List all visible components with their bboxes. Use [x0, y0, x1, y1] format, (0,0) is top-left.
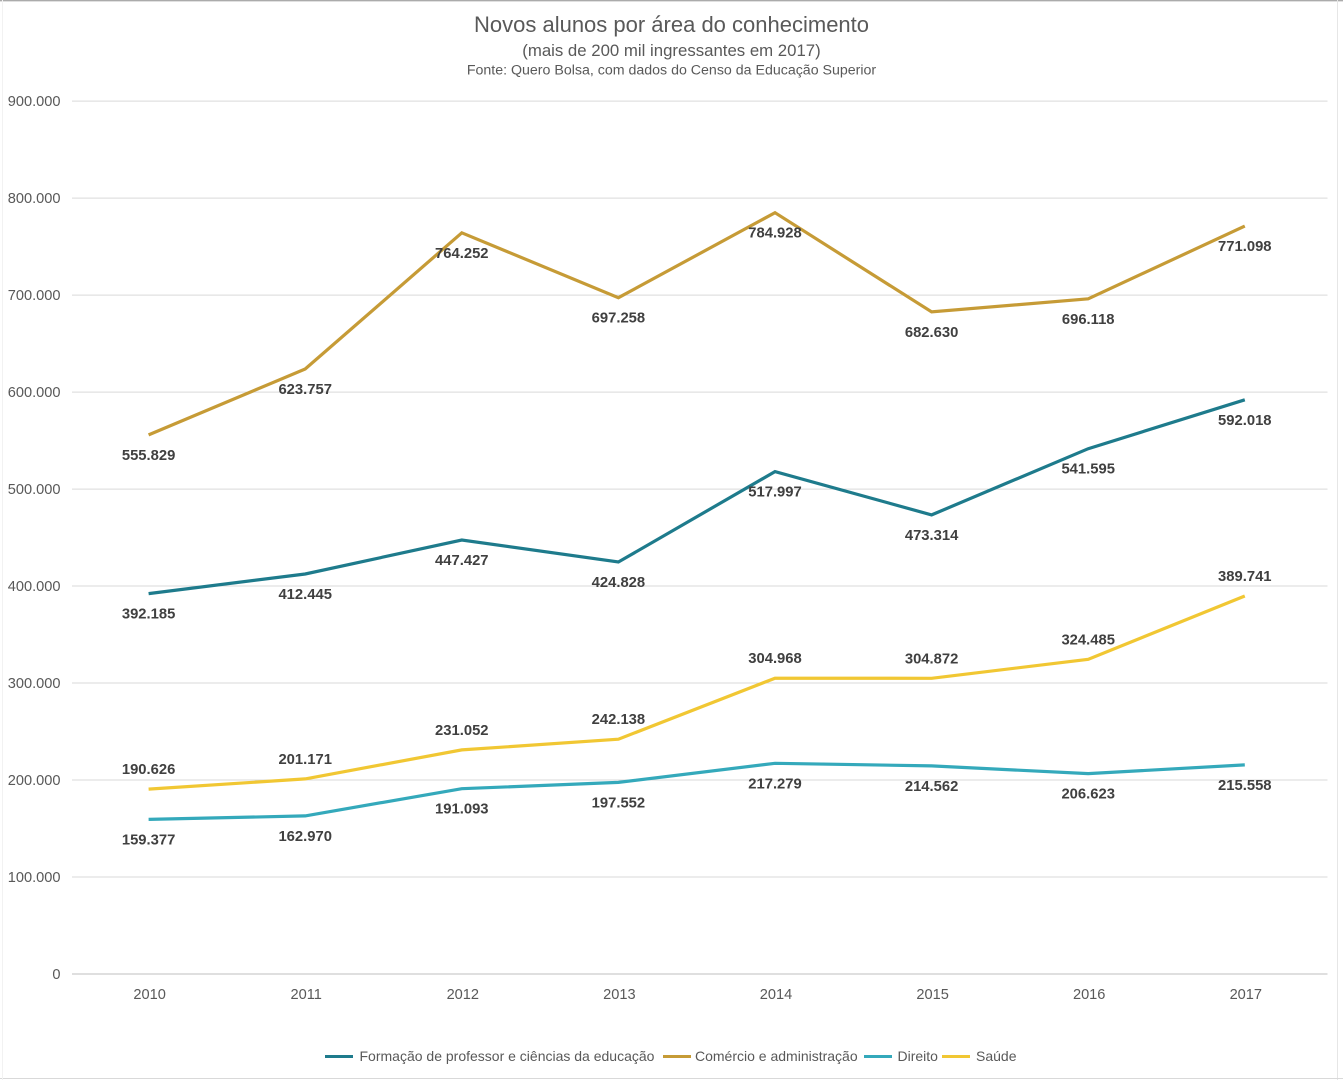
- svg-text:697.258: 697.258: [592, 311, 646, 327]
- svg-text:2017: 2017: [1230, 987, 1262, 1003]
- svg-text:555.829: 555.829: [122, 448, 176, 464]
- svg-text:2016: 2016: [1073, 987, 1105, 1003]
- svg-text:217.279: 217.279: [748, 776, 802, 792]
- svg-text:412.445: 412.445: [278, 587, 332, 603]
- svg-text:541.595: 541.595: [1061, 462, 1115, 478]
- svg-text:Formação de professor e ciênci: Formação de professor e ciências da educ…: [360, 1048, 655, 1064]
- svg-text:324.485: 324.485: [1061, 632, 1115, 648]
- svg-text:392.185: 392.185: [122, 607, 176, 623]
- svg-text:300.000: 300.000: [8, 676, 61, 692]
- svg-text:900.000: 900.000: [8, 94, 61, 110]
- svg-text:197.552: 197.552: [592, 795, 646, 811]
- svg-text:0: 0: [52, 967, 60, 983]
- svg-text:100.000: 100.000: [8, 870, 61, 886]
- svg-text:400.000: 400.000: [8, 579, 61, 595]
- svg-text:200.000: 200.000: [8, 773, 61, 789]
- svg-text:2011: 2011: [291, 987, 322, 1003]
- svg-text:304.872: 304.872: [905, 651, 959, 667]
- svg-text:201.171: 201.171: [278, 752, 332, 768]
- svg-text:2012: 2012: [447, 987, 479, 1003]
- svg-text:(mais de 200 mil ingressantes: (mais de 200 mil ingressantes em 2017): [522, 41, 820, 60]
- svg-text:2013: 2013: [603, 987, 635, 1003]
- svg-text:242.138: 242.138: [592, 712, 646, 728]
- svg-text:700.000: 700.000: [8, 288, 61, 304]
- svg-text:304.968: 304.968: [748, 651, 802, 667]
- svg-text:771.098: 771.098: [1218, 239, 1272, 255]
- svg-text:Fonte: Quero Bolsa, com dados: Fonte: Quero Bolsa, com dados do Censo d…: [467, 63, 877, 79]
- svg-text:215.558: 215.558: [1218, 778, 1272, 794]
- svg-text:600.000: 600.000: [8, 385, 61, 401]
- svg-text:Novos alunos por área do conhe: Novos alunos por área do conhecimento: [474, 12, 869, 37]
- svg-text:764.252: 764.252: [435, 246, 489, 262]
- svg-text:424.828: 424.828: [592, 575, 646, 591]
- svg-text:2015: 2015: [916, 987, 948, 1003]
- svg-text:682.630: 682.630: [905, 325, 959, 341]
- svg-text:500.000: 500.000: [8, 482, 61, 498]
- svg-text:2010: 2010: [133, 987, 165, 1003]
- svg-text:162.970: 162.970: [278, 829, 332, 845]
- svg-text:231.052: 231.052: [435, 723, 489, 739]
- svg-text:389.741: 389.741: [1218, 569, 1272, 585]
- svg-text:191.093: 191.093: [435, 802, 489, 818]
- svg-text:800.000: 800.000: [8, 191, 61, 207]
- svg-text:447.427: 447.427: [435, 553, 489, 569]
- svg-text:Comércio e administração: Comércio e administração: [695, 1048, 858, 1064]
- svg-text:190.626: 190.626: [122, 762, 176, 778]
- svg-text:784.928: 784.928: [748, 226, 802, 242]
- svg-text:623.757: 623.757: [278, 382, 332, 398]
- svg-text:696.118: 696.118: [1062, 312, 1115, 328]
- svg-text:517.997: 517.997: [748, 485, 802, 501]
- svg-text:214.562: 214.562: [905, 779, 959, 795]
- svg-text:206.623: 206.623: [1061, 787, 1115, 803]
- svg-text:159.377: 159.377: [122, 832, 176, 848]
- svg-text:Saúde: Saúde: [976, 1048, 1017, 1064]
- svg-text:592.018: 592.018: [1218, 413, 1272, 429]
- svg-text:2014: 2014: [760, 987, 792, 1003]
- svg-text:473.314: 473.314: [905, 528, 959, 544]
- svg-text:Direito: Direito: [898, 1048, 939, 1064]
